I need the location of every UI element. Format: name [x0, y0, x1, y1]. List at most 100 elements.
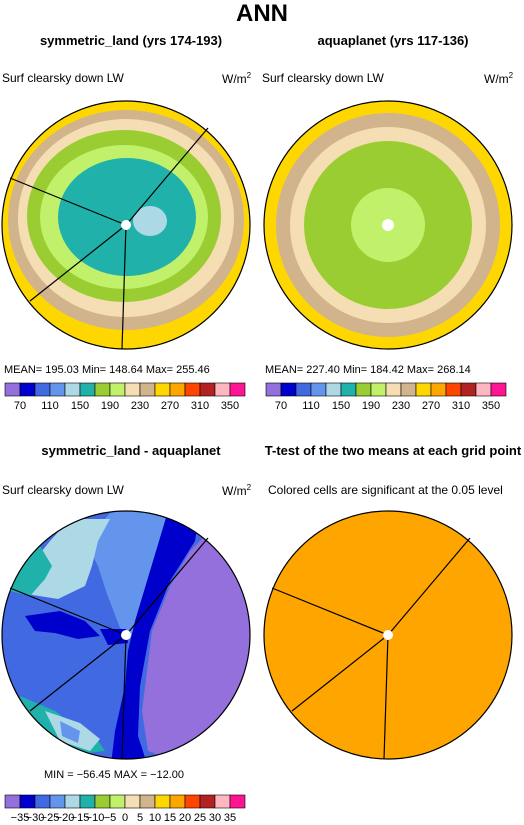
colorbar-aquaplanet-swatch: [340, 382, 357, 397]
continent-boundary-line: [387, 537, 471, 636]
map-boundary: [1, 100, 251, 350]
colorbar-difference-tick-label: −35: [11, 812, 30, 824]
colorbar-symmetric-land-tick-label: 350: [221, 400, 239, 412]
pole-marker: [121, 220, 131, 230]
colorbar-difference-tick-label: −25: [41, 812, 60, 824]
colorbar-symmetric-land-swatch: [154, 382, 171, 397]
colorbar-difference-swatch: [34, 794, 51, 809]
colorbar-symmetric-land-swatch: [49, 382, 66, 397]
colorbar-difference-tick-label: −5: [104, 812, 117, 824]
panel-title-aquaplanet: aquaplanet (yrs 117-136): [317, 33, 469, 48]
colorbar-symmetric-land-tick-label: 310: [191, 400, 209, 412]
main-title: ANN: [236, 0, 288, 27]
colorbar-aquaplanet-swatch: [280, 382, 297, 397]
pole-marker: [121, 630, 131, 640]
colorbar-aquaplanet-swatch: [490, 382, 507, 397]
colorbar-symmetric-land-tick-label: 110: [41, 400, 59, 412]
colorbar-symmetric-land-tick-label: 190: [101, 400, 119, 412]
continent-boundary-line: [121, 224, 127, 350]
diff-region--10: [85, 511, 178, 636]
colorbar-difference-swatch: [169, 794, 186, 809]
colorbar-symmetric-land-tick-label: 270: [161, 400, 179, 412]
colorbar-symmetric-land-swatch: [19, 382, 36, 397]
colorbar-difference-tick-label: −20: [56, 812, 75, 824]
colorbar-difference-tick-label: 15: [164, 812, 176, 824]
colorbar-aquaplanet-swatch: [430, 382, 447, 397]
colorbar-symmetric-land-tick-label: 150: [71, 400, 89, 412]
continent-boundary-line: [291, 634, 389, 712]
colorbar-aquaplanet-tick-label: 150: [332, 400, 350, 412]
colorbar-difference-tick-label: 30: [209, 812, 221, 824]
colorbar-symmetric-land-swatch: [199, 382, 216, 397]
colorbar-symmetric-land-swatch: [4, 382, 21, 397]
colorbar-aquaplanet-swatch: [370, 382, 387, 397]
colorbar-difference-tick-label: −10: [86, 812, 105, 824]
colorbar-aquaplanet-tick-label: 190: [362, 400, 380, 412]
colorbar-aquaplanet-swatch: [445, 382, 462, 397]
colorbar-difference-tick-label: −30: [26, 812, 45, 824]
colorbar-aquaplanet-tick-label: 230: [392, 400, 410, 412]
colorbar-difference-tick-label: 25: [194, 812, 206, 824]
colorbar-aquaplanet-swatch: [310, 382, 327, 397]
colorbar-aquaplanet-tick-label: 70: [275, 400, 287, 412]
variable-label-symmetric-land: Surf clearsky down LW: [2, 71, 124, 85]
colorbar-aquaplanet-swatch: [265, 382, 282, 397]
variable-label-difference: Surf clearsky down LW: [2, 483, 124, 497]
panel-title-difference: symmetric_land - aquaplanet: [41, 443, 221, 458]
colorbar-symmetric-land-swatch: [214, 382, 231, 397]
colorbar-difference-swatch: [109, 794, 126, 809]
continent-boundary-line: [125, 127, 209, 226]
continent-boundary-line: [121, 634, 127, 760]
colorbar-difference-swatch: [214, 794, 231, 809]
continent-boundary-line: [125, 537, 209, 636]
colorbar-aquaplanet-swatch: [475, 382, 492, 397]
colorbar-difference-swatch: [49, 794, 66, 809]
stats-aquaplanet: MEAN= 227.40 Min= 184.42 Max= 268.14: [265, 364, 471, 376]
colorbar-difference-swatch: [139, 794, 156, 809]
units-label-symmetric-land: W/m2: [222, 71, 252, 86]
variable-label-aquaplanet: Surf clearsky down LW: [262, 71, 384, 85]
colorbar-difference-tick-label: 5: [137, 812, 143, 824]
continent-boundary-line: [29, 224, 127, 302]
colorbar-aquaplanet-tick-label: 310: [452, 400, 470, 412]
colorbar-difference-tick-label: 10: [149, 812, 161, 824]
colorbar-difference-swatch: [199, 794, 216, 809]
colorbar-difference-swatch: [94, 794, 111, 809]
panel-title-symmetric-land: symmetric_land (yrs 174-193): [39, 33, 223, 48]
polar-map-aquaplanet: [263, 100, 513, 350]
colorbar-aquaplanet-swatch: [460, 382, 477, 397]
colorbar-difference-swatch: [184, 794, 201, 809]
continent-boundary-line: [383, 634, 389, 760]
colorbar-symmetric-land-swatch: [94, 382, 111, 397]
colorbar-difference-swatch: [64, 794, 81, 809]
diff-region--10: [60, 721, 80, 743]
colorbar-aquaplanet-tick-label: 270: [422, 400, 440, 412]
colorbar-aquaplanet-swatch: [415, 382, 432, 397]
colorbar-aquaplanet-swatch: [295, 382, 312, 397]
continent-boundary-line: [29, 634, 127, 712]
units-label-aquaplanet: W/m2: [484, 71, 514, 86]
stats-symmetric-land: MEAN= 195.03 Min= 148.64 Max= 255.46: [4, 364, 210, 376]
diff-region--20: [25, 611, 100, 639]
colorbar-symmetric-land-tick-label: 230: [131, 400, 149, 412]
colorbar-difference-swatch: [79, 794, 96, 809]
colorbar-aquaplanet-tick-label: 350: [482, 400, 500, 412]
colorbar-difference-swatch: [154, 794, 171, 809]
colorbar-aquaplanet-swatch: [325, 382, 342, 397]
ttest-subtitle: Colored cells are significant at the 0.0…: [268, 483, 503, 497]
colorbar-aquaplanet-swatch: [400, 382, 417, 397]
colorbar-symmetric-land-swatch: [229, 382, 246, 397]
colorbar-symmetric-land-swatch: [169, 382, 186, 397]
band-150: [133, 206, 167, 236]
colorbar-symmetric-land-swatch: [109, 382, 126, 397]
continent-boundary-line: [271, 587, 389, 636]
colorbar-difference-tick-label: −15: [71, 812, 90, 824]
colorbar-aquaplanet-swatch: [355, 382, 372, 397]
continent-boundary-line: [9, 177, 127, 226]
diff-region--25: [142, 533, 250, 759]
stats-difference: MIN = −56.45 MAX = −12.00: [44, 769, 185, 781]
units-label-difference: W/m2: [222, 483, 252, 498]
colorbar-symmetric-land: 70 110 150 190 230 270 310 350: [4, 382, 246, 412]
colorbar-symmetric-land-swatch: [34, 382, 51, 397]
continent-boundary-line: [9, 587, 127, 636]
